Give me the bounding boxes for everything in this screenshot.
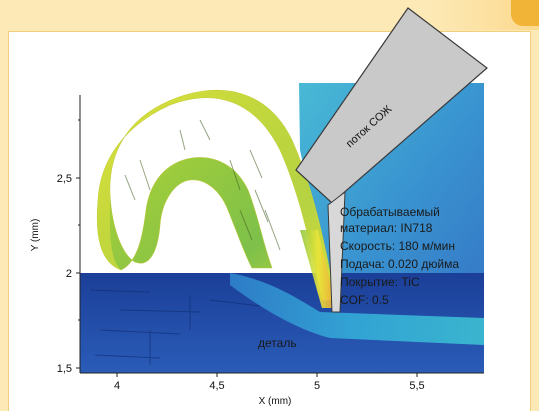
top-band	[0, 0, 539, 30]
info-line-3: Скорость: 180 м/мин	[340, 239, 455, 253]
info-line-6: COF: 0.5	[340, 293, 389, 307]
y-axis-title: Y (mm)	[30, 219, 41, 252]
workpiece-grain-lines	[89, 289, 261, 365]
corner-accent	[511, 0, 539, 26]
x-axis-title: X (mm)	[259, 396, 292, 407]
info-line-4: Подача: 0.020 дюйма	[340, 257, 459, 271]
y-tick-label-2: 2	[66, 268, 72, 280]
info-line-5: Покрытие: TiC	[340, 275, 420, 289]
y-tick-label-2-5: 2,5	[57, 173, 72, 185]
x-tick-label-5-5: 5,5	[409, 380, 424, 392]
x-tick-label-5: 5	[314, 380, 320, 392]
chip-shear-marks	[124, 119, 281, 251]
info-line-1: Обрабатываемый	[340, 205, 440, 219]
workpiece-band	[230, 273, 484, 345]
x-tick-label-4: 4	[114, 380, 120, 392]
x-tick-label-4-5: 4,5	[209, 380, 224, 392]
chip-neck	[300, 230, 336, 308]
part-label: деталь	[258, 336, 297, 350]
y-tick-label-1-5: 1,5	[57, 363, 72, 375]
info-line-2: материал: IN718	[340, 221, 433, 235]
cutting-tool-tip	[327, 190, 346, 313]
